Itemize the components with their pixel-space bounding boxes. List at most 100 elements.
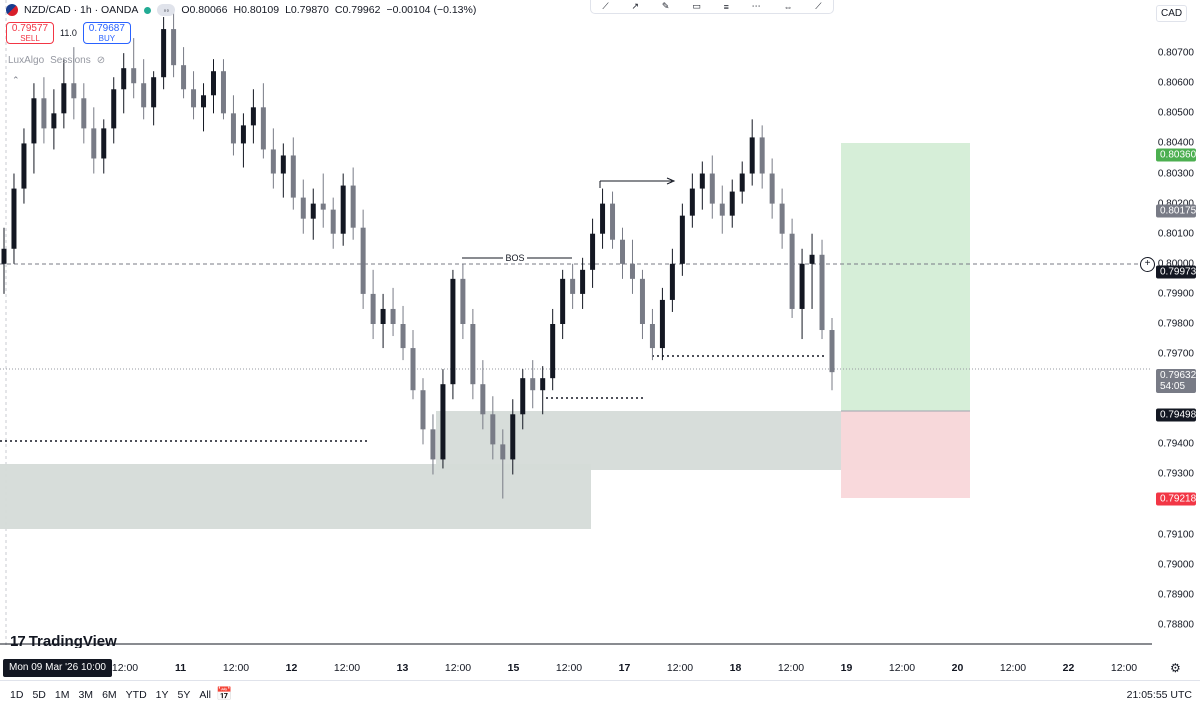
order-block-zone-lower — [0, 464, 591, 529]
candle — [330, 197, 336, 249]
range-icon[interactable]: ⇔ — [783, 1, 793, 12]
time-axis-label: 12 — [285, 662, 298, 674]
candle — [729, 179, 735, 228]
price-chart[interactable]: BOS — [0, 0, 1152, 648]
flag-icon — [6, 4, 18, 16]
candle — [500, 429, 506, 499]
price-tag: 0.79218 — [1156, 492, 1196, 506]
candle-body — [460, 278, 466, 324]
candle-body — [470, 324, 476, 385]
low-value: 0.79870 — [290, 4, 329, 16]
candle — [210, 59, 216, 114]
candle — [759, 125, 765, 189]
candle — [350, 167, 356, 240]
range-button-1y[interactable]: 1Y — [155, 689, 169, 701]
candle — [699, 161, 705, 210]
candle-body — [131, 68, 137, 84]
price-axis-label: 0.79400 — [1157, 438, 1194, 450]
candle — [191, 71, 197, 120]
candle — [769, 158, 775, 219]
candle — [141, 59, 147, 120]
indicator-sessions[interactable]: Sessions — [50, 55, 91, 66]
candle-body — [310, 203, 316, 219]
candle-body — [350, 185, 356, 228]
candle — [181, 47, 187, 99]
time-axis-label: 12:00 — [555, 662, 583, 674]
hidden-eye-icon[interactable]: ⊘ — [96, 55, 106, 66]
candle-body — [779, 203, 785, 234]
candle — [460, 263, 466, 340]
candle — [410, 330, 416, 400]
sell-label: SELL — [20, 34, 40, 43]
time-axis-label: 13 — [396, 662, 409, 674]
time-axis-label: 22 — [1062, 662, 1075, 674]
range-button-5y[interactable]: 5Y — [177, 689, 191, 701]
time-axis-label: 20 — [951, 662, 964, 674]
price-axis-label: 0.80600 — [1157, 77, 1194, 89]
buy-button[interactable]: 0.79687 BUY — [82, 22, 131, 44]
candle-body — [590, 233, 596, 270]
candle-body — [570, 278, 576, 294]
range-button-1m[interactable]: 1M — [54, 689, 70, 701]
chart-canvas[interactable]: BOS NZD/CAD · 1h · OANDA ◦◦ O0.80066 H0.… — [0, 0, 1152, 648]
price-axis[interactable]: CAD 0.80700 0.80600 0.80500 0.80400 0.80300 0… — [1140, 0, 1200, 648]
indicator-luxalgo[interactable]: LuxAlgo — [8, 55, 45, 66]
price-axis-label: 0.79000 — [1157, 559, 1194, 571]
range-button-1d[interactable]: 1D — [10, 689, 24, 701]
candle — [41, 77, 47, 144]
range-button-3m[interactable]: 3M — [78, 689, 94, 701]
collapse-legend-icon[interactable]: ⌃ — [12, 75, 20, 85]
candle-body — [659, 299, 665, 349]
watermark-text: TradingView — [28, 633, 117, 648]
candle — [171, 8, 177, 78]
bos-label: BOS — [505, 253, 524, 263]
candle — [290, 137, 296, 210]
add-alert-icon[interactable]: + — [1140, 257, 1155, 272]
candle — [260, 83, 266, 159]
candle — [669, 248, 675, 312]
candle-body — [510, 414, 516, 460]
candle-body — [600, 203, 606, 234]
candle — [420, 378, 426, 445]
candle — [400, 305, 406, 361]
pencil-icon[interactable]: ⟋ — [815, 1, 822, 11]
candle-body — [490, 414, 496, 445]
range-button-5d[interactable]: 5D — [32, 689, 46, 701]
rectangle-icon[interactable]: ▭ — [692, 1, 701, 11]
candle-body — [739, 173, 745, 192]
candle — [360, 209, 366, 309]
currency-button[interactable]: CAD — [1156, 5, 1188, 22]
brush-icon[interactable]: ✎ — [661, 1, 670, 11]
drawing-toolbar: ⟋ ↗ ✎ ▭ ≡ ⋯ ⇔ ⟋ — [590, 0, 834, 14]
candle-body — [340, 185, 346, 234]
utc-clock[interactable]: 21:05:55 UTC — [1126, 689, 1192, 701]
time-axis-label: 12:00 — [222, 662, 250, 674]
trend-line-icon[interactable]: ⟋ — [602, 1, 609, 11]
candle — [490, 396, 496, 460]
candle-body — [101, 128, 107, 159]
calendar-icon[interactable]: 📅 — [216, 686, 233, 701]
candle-body — [620, 239, 626, 264]
ray-icon[interactable]: ↗ — [631, 1, 640, 11]
time-axis-label: 17 — [618, 662, 631, 674]
eye-icon[interactable]: ◦◦ — [157, 4, 176, 16]
candle — [270, 128, 276, 189]
time-axis[interactable]: Mon 09 Mar '26 10:00 12:00 11 12:00 12 12:00… — [0, 659, 1152, 677]
candle — [1, 227, 7, 294]
range-button-6m[interactable]: 6M — [102, 689, 117, 701]
time-axis-label: 12:00 — [444, 662, 472, 674]
range-button-all[interactable]: All — [199, 689, 212, 701]
settings-gear-icon[interactable]: ⚙ — [1170, 661, 1181, 675]
candle-body — [450, 278, 456, 385]
range-button-ytd[interactable]: YTD — [125, 689, 147, 701]
take-profit-zone — [841, 143, 970, 411]
symbol-title[interactable]: NZD/CAD · 1h · OANDA — [24, 4, 139, 16]
horizontal-lines-icon[interactable]: ≡ — [723, 1, 729, 12]
candle — [450, 269, 456, 400]
fib-icon[interactable]: ⋯ — [751, 1, 761, 11]
candle-body — [220, 71, 226, 114]
candle-body — [699, 173, 705, 189]
candle — [151, 71, 157, 126]
sell-button[interactable]: 0.79577 SELL — [6, 22, 54, 44]
candle — [560, 269, 566, 340]
